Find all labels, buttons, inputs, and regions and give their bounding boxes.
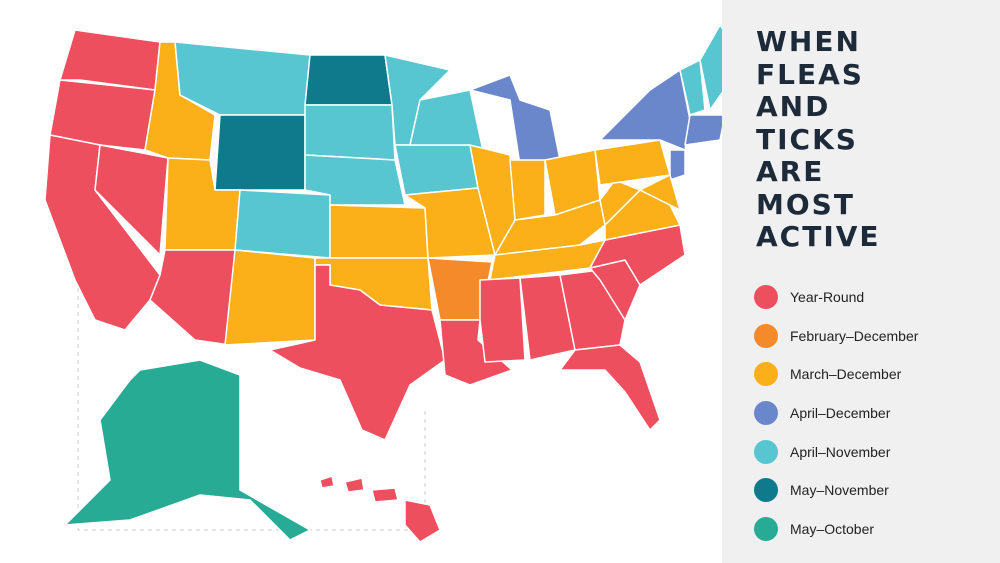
legend: Year-Round February–December March–Decembe… bbox=[754, 278, 918, 548]
legend-item: Year-Round bbox=[754, 278, 918, 317]
title-line: FLEAS bbox=[756, 57, 864, 91]
legend-swatch bbox=[754, 439, 778, 464]
legend-label: May–November bbox=[790, 482, 889, 499]
legend-swatch bbox=[754, 285, 778, 310]
states bbox=[44, 24, 722, 543]
state bbox=[94, 144, 169, 256]
state bbox=[344, 477, 365, 493]
legend-item: May–October bbox=[754, 510, 918, 549]
title-line: ARE bbox=[756, 155, 825, 188]
state bbox=[699, 24, 722, 111]
legend-item: May–November bbox=[754, 471, 918, 510]
state bbox=[394, 144, 479, 196]
state bbox=[224, 249, 316, 346]
state bbox=[639, 174, 681, 211]
title-line: AND bbox=[756, 90, 831, 123]
legend-label: February–December bbox=[790, 327, 919, 344]
title-line: ACTIVE bbox=[756, 220, 881, 253]
state bbox=[559, 344, 661, 431]
legend-label: April–November bbox=[790, 443, 891, 460]
legend-swatch bbox=[754, 401, 778, 426]
state bbox=[509, 159, 546, 221]
state bbox=[599, 69, 691, 151]
state bbox=[669, 149, 686, 181]
state bbox=[234, 189, 331, 259]
legend-swatch bbox=[754, 516, 778, 541]
state bbox=[49, 79, 156, 151]
state bbox=[269, 264, 446, 441]
state bbox=[684, 114, 722, 146]
legend-item: February–December bbox=[754, 317, 918, 356]
state bbox=[679, 59, 706, 116]
legend-label: April–December bbox=[790, 405, 891, 422]
legend-swatch bbox=[754, 478, 778, 503]
title: WHEN FLEAS AND TICKS ARE MOST ACTIVE bbox=[756, 25, 881, 254]
legend-item: April–December bbox=[754, 394, 918, 433]
title-line: MOST bbox=[756, 187, 855, 221]
legend-label: Year-Round bbox=[790, 289, 865, 306]
state bbox=[59, 29, 161, 91]
state bbox=[64, 359, 311, 541]
legend-item: April–November bbox=[754, 432, 918, 471]
state bbox=[304, 54, 393, 106]
state bbox=[149, 249, 236, 346]
legend-label: May–October bbox=[790, 520, 875, 537]
state bbox=[404, 499, 441, 543]
state bbox=[371, 487, 399, 503]
inset-border bbox=[77, 280, 426, 531]
legend-swatch bbox=[754, 362, 778, 387]
side-panel: WHEN FLEAS AND TICKS ARE MOST ACTIVE Year-Roun… bbox=[722, 0, 1000, 563]
legend-item: March–December bbox=[754, 355, 918, 394]
state bbox=[319, 475, 335, 489]
legend-label: March–December bbox=[790, 366, 902, 383]
state bbox=[329, 204, 429, 259]
state bbox=[594, 139, 671, 186]
state bbox=[304, 104, 396, 161]
us-map bbox=[44, 24, 722, 543]
state bbox=[404, 187, 496, 259]
state bbox=[479, 277, 526, 363]
legend-swatch bbox=[754, 323, 778, 348]
state bbox=[214, 114, 306, 191]
title-line: WHEN bbox=[756, 25, 861, 58]
state bbox=[469, 74, 561, 166]
title-line: TICKS bbox=[756, 122, 858, 156]
inset-frame bbox=[77, 280, 426, 531]
